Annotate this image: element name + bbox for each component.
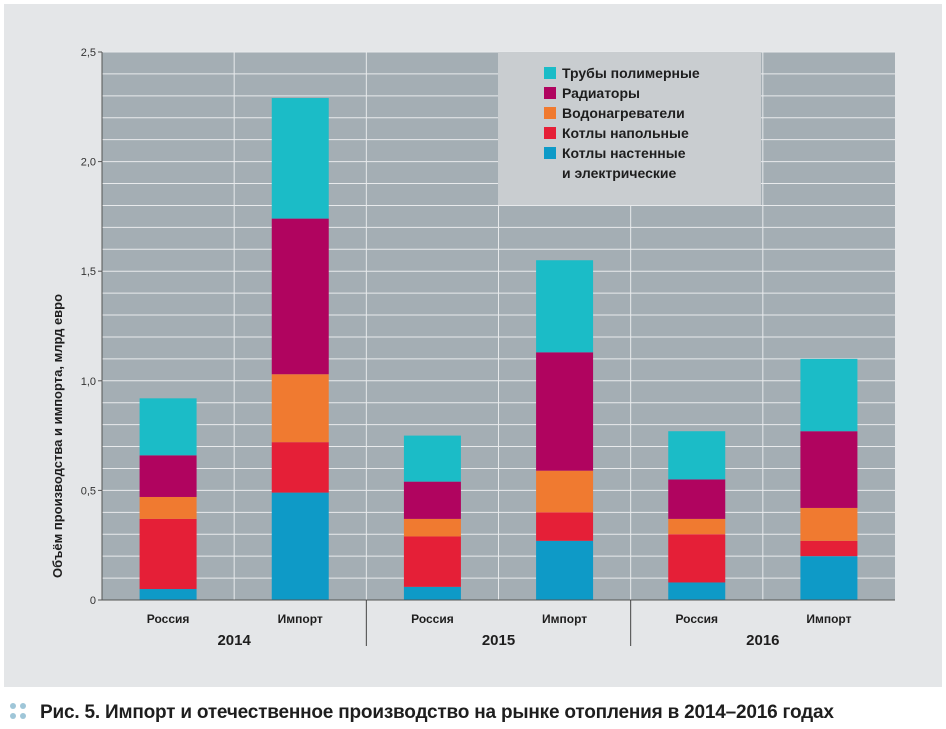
legend-label: Котлы настенные <box>562 145 686 161</box>
figure-caption: Рис. 5. Импорт и отечественное производс… <box>10 699 834 727</box>
legend-label: Трубы полимерные <box>562 65 700 81</box>
bar-segment <box>403 481 461 519</box>
bar-segment <box>271 218 329 375</box>
chart-panel: Трубы полимерные Радиаторы Водонагреватели… <box>4 4 942 687</box>
bar-segment <box>139 496 197 519</box>
y-tick-label: 0 <box>90 595 96 607</box>
group-separators <box>365 600 632 646</box>
bar-segment <box>536 512 594 541</box>
bar-segment <box>271 374 329 443</box>
bar-segment <box>271 98 329 219</box>
x-tick-label: Россия <box>147 612 190 626</box>
bar-segment <box>668 431 726 480</box>
caption-text: Рис. 5. Импорт и отечественное производс… <box>40 702 834 723</box>
y-tick-label: 1,0 <box>81 376 96 388</box>
bar-segment <box>668 479 726 519</box>
bar-segment <box>403 586 461 600</box>
bar-segment <box>139 589 197 600</box>
x-tick-label: Россия <box>411 612 454 626</box>
bar-segment <box>403 435 461 482</box>
bar-segment <box>800 556 858 600</box>
y-tick-label: 2,0 <box>81 157 96 169</box>
bar-segment <box>800 540 858 557</box>
legend-items: Трубы полимерные Радиаторы Водонагреватели… <box>544 65 700 181</box>
bar-segment <box>403 536 461 587</box>
legend-box <box>498 52 761 205</box>
caption-dots-icon <box>10 703 30 723</box>
x-tick-label: Импорт <box>806 612 851 626</box>
group-label: 2015 <box>482 632 515 649</box>
bar-segment <box>139 518 197 590</box>
group-label: 2014 <box>217 632 251 649</box>
y-axis-ticks: 0 0,5 1,0 1,5 2,0 2,5 <box>81 47 102 607</box>
bar-segment <box>800 358 858 432</box>
legend-swatch <box>544 87 556 99</box>
bar-segment <box>271 442 329 493</box>
bar-segment <box>536 352 594 471</box>
group-label: 2016 <box>746 632 779 649</box>
bar-segment <box>536 540 594 600</box>
bar-segment <box>668 518 726 535</box>
legend-swatch <box>544 67 556 79</box>
bar-segment <box>271 492 329 600</box>
bar-segment <box>536 470 594 513</box>
y-tick-label: 0,5 <box>81 485 96 497</box>
y-tick-label: 1,5 <box>81 266 96 278</box>
x-tick-label: Импорт <box>542 612 587 626</box>
stacked-bar-chart: Трубы полимерные Радиаторы Водонагреватели… <box>50 47 895 649</box>
legend-swatch <box>544 127 556 139</box>
legend-label: и электрические <box>562 165 677 181</box>
bars <box>139 98 858 600</box>
legend-swatch <box>544 147 556 159</box>
legend-swatch <box>544 107 556 119</box>
bar-segment <box>139 398 197 456</box>
bar-segment <box>536 260 594 353</box>
legend: Трубы полимерные Радиаторы Водонагреватели… <box>498 52 761 205</box>
legend-label: Котлы напольные <box>562 125 689 141</box>
x-tick-label: Россия <box>675 612 718 626</box>
bar-segment <box>403 518 461 537</box>
bar-segment <box>668 534 726 583</box>
bar-segment <box>139 455 197 497</box>
y-tick-label: 2,5 <box>81 47 96 59</box>
y-axis-label: Объём производства и импорта, млрд евро <box>50 294 65 578</box>
legend-label: Радиаторы <box>562 85 640 101</box>
bar-segment <box>668 582 726 600</box>
x-axis-labels: Россия Импорт Россия Импорт Россия Импорт 2014… <box>147 612 852 649</box>
x-tick-label: Импорт <box>278 612 323 626</box>
legend-label: Водонагреватели <box>562 105 685 121</box>
bar-segment <box>800 507 858 541</box>
bar-segment <box>800 431 858 508</box>
